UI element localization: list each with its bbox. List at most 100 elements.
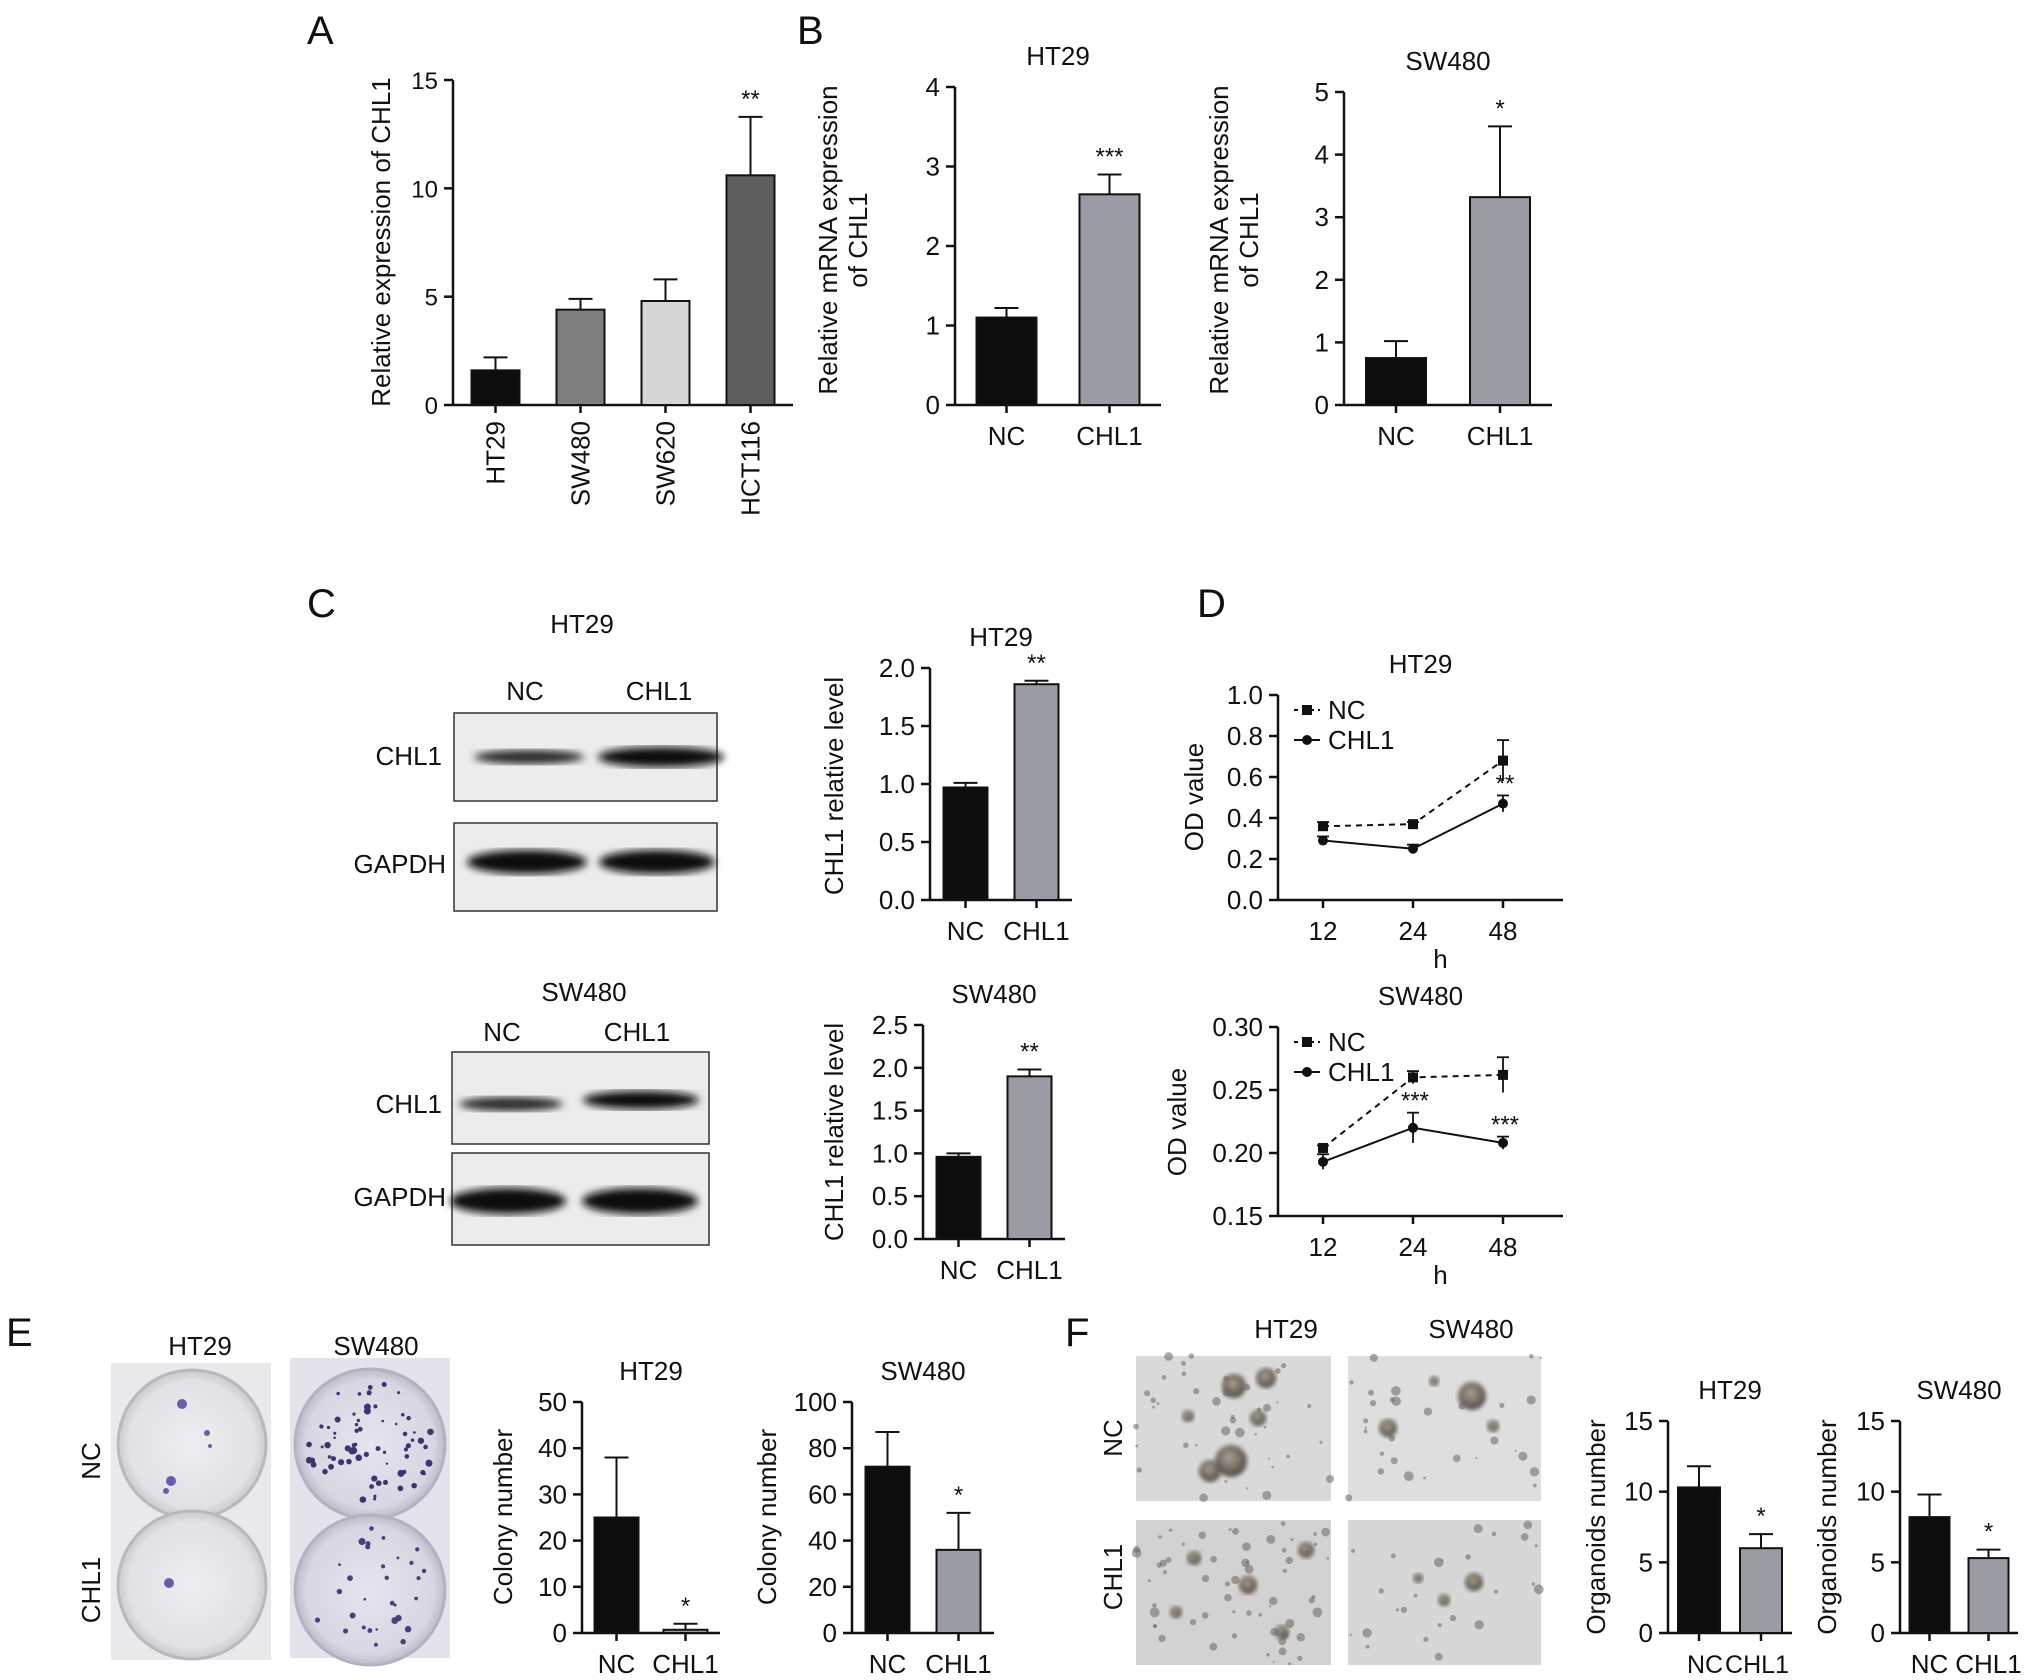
org-ht29-chl1-particle-8 [1181,1542,1185,1546]
org-ht29-chl1-particle-32 [1158,1634,1166,1643]
chart-e1-ytick-label-4: 40 [538,1433,567,1463]
colony-sw480-nc-dot-17 [354,1422,359,1427]
chart-a-xtick-label-0: HT29 [481,421,511,485]
colony-sw480-nc-dot-51 [363,1451,369,1458]
colony-sw480-nc-dot-56 [305,1456,313,1464]
chart-d1-ylabel-0: OD value [1179,743,1209,851]
colony-sw480-chl1-dot-12 [349,1612,356,1619]
chart-a-bar-3 [725,174,776,406]
chart-e1-ytick-label-3: 30 [538,1479,567,1509]
org-ht29-nc-particle-7 [1263,1425,1267,1429]
colony-sw480-chl1-dot-5 [367,1628,373,1634]
org-ht29-nc-particle-10 [1150,1397,1156,1403]
colony-sw480-nc-dot-46 [423,1444,428,1450]
org-sw480-nc-particle-26 [1499,1402,1505,1409]
chart-f2-title: SW480 [1916,1375,2001,1405]
colony-sw480-chl1-dot-16 [393,1603,397,1607]
org-ht29-nc-particle-5 [1193,1388,1200,1395]
chart-e2-annotation-1: * [954,1482,963,1509]
chart-f1-ytick-label-3: 15 [1624,1406,1653,1436]
blot-sw480-chl1-band-nc [459,1097,563,1111]
colony-dots-sw480-chl1 [314,1526,427,1647]
colony-sw480-nc-dot-52 [330,1456,336,1462]
colony-sw480-chl1-dot-9 [375,1628,378,1631]
chart-b2-ytick-label-2: 2 [1315,265,1329,295]
colony-sw480-chl1-dot-20 [381,1536,386,1540]
org-ht29-chl1-particle-23 [1272,1660,1275,1663]
chart-e2-xtick-label-1: CHL1 [925,1649,991,1679]
org-ht29-nc-particle-0 [1307,1403,1312,1408]
chart-f1-ytick-label-0: 0 [1639,1618,1653,1648]
chart-c2-xtick-label-0: NC [940,1255,978,1285]
chart-d2-series-1-annotation-1: *** [1401,1088,1429,1115]
org-ht29-nc-particle-27 [1263,1403,1271,1412]
chart-b1-title: HT29 [1026,41,1090,71]
org-ht29-nc-organoid-4 [1250,1410,1266,1426]
chart-a-ytick-label-1: 5 [425,285,438,312]
org-sw480-nc-particle-25 [1379,1451,1385,1456]
colony-sw480-nc-dot-25 [427,1428,434,1436]
chart-d2-series-0-point-1 [1408,1072,1418,1083]
org-sw480-nc-particle-10 [1390,1457,1398,1465]
chart-b1-ytick-label-0: 0 [926,390,940,420]
org-sw480-chl1-particle-24 [1365,1644,1370,1649]
colony-sw480-chl1-dot-26 [338,1563,341,1567]
org-ht29-chl1-particle-15 [1232,1610,1236,1614]
colony-sw480-nc-dot-57 [328,1463,334,1470]
chart-a-bar-2 [640,300,691,406]
org-sw480-nc-particle-8 [1345,1494,1353,1502]
chart-d1-legend-1-label: CHL1 [1328,725,1394,755]
colony-sw480-nc-dot-30 [405,1443,411,1449]
colony-sw480-nc-dot-9 [382,1479,388,1485]
blot-ht29-row-gapdh: GAPDH [354,849,446,879]
org-ht29-nc-particle-11 [1262,1490,1272,1500]
org-ht29-chl1-particle-39 [1131,1548,1142,1558]
chart-f2-ytick-label-3: 15 [1856,1406,1885,1436]
colony-sw480-nc-dot-13 [373,1404,378,1409]
chart-d1-series-0-point-1 [1408,819,1418,830]
chart-b2-ylabel-1: of CHL1 [1234,192,1264,287]
chart-c1-title: HT29 [969,622,1033,652]
chart-e1-ylabel-0: Colony number [488,1429,518,1606]
colony-sw480-chl1-dot-1 [409,1560,414,1565]
org-ht29-nc-organoid-3 [1199,1460,1221,1482]
chart-b1-xtick-label-0: NC [988,421,1026,451]
colony-sw480-chl1-dot-6 [363,1597,367,1601]
org-ht29-chl1-particle-9 [1165,1557,1172,1563]
org-ht29-chl1-particle-46 [1231,1575,1240,1585]
colony-sw480-nc-dot-35 [397,1485,404,1492]
org-ht29-chl1-particle-12 [1152,1603,1157,1608]
chart-d1-xlabel: h [1433,944,1447,974]
org-sw480-chl1-particle-0 [1362,1628,1372,1638]
org-ht29-nc-particle-3 [1254,1433,1257,1436]
org-ht29-nc-particle-30 [1224,1480,1228,1483]
chart-f1-xtick-label-1: CHL1 [1725,1651,1789,1679]
chart-b2-bar-0 [1365,357,1427,406]
chart-a-ytick-label-2: 10 [411,176,438,203]
colony-sw480-chl1-dot-23 [342,1628,349,1634]
colony-sw480-nc-dot-1 [369,1484,375,1489]
org-sw480-nc-particle-15 [1539,1356,1542,1360]
chart-e2-ytick-label-4: 80 [808,1433,837,1463]
chart-b2-ytick-label-0: 0 [1315,390,1329,420]
colony-sw480-chl1-dot-21 [347,1575,353,1582]
chart-d1-series-0-point-2 [1498,755,1508,766]
blot-ht29: HT29 NC CHL1 CHL1 GAPDH [354,609,724,912]
organoids-ht29-nc [1133,1352,1334,1502]
chart-e1-ytick-label-1: 10 [538,1572,567,1602]
colony-sw480-nc-dot-22 [327,1455,332,1459]
chart-d1-legend-0-label: NC [1328,695,1366,725]
blot-ht29-chl1-band-nc [474,750,584,764]
chart-d2-ytick-label-0: 0.15 [1212,1201,1263,1231]
chart-d1-legend-0-marker [1302,705,1312,715]
org-ht29-chl1-particle-0 [1281,1547,1287,1553]
chart-d2-series-1-point-1 [1408,1122,1418,1133]
org-ht29-chl1-particle-40 [1201,1574,1210,1583]
chart-b-sw480-mrna: 0 1 2 3 4 5 SW480 Relative mRNA expression of CH… [1204,46,1552,451]
org-ht29-nc-particle-32 [1286,1454,1290,1459]
org-sw480-nc-particle-13 [1514,1449,1517,1452]
chart-c1-ytick-label-3: 1.5 [879,711,915,741]
org-ht29-chl1-particle-11 [1168,1528,1173,1532]
chart-d2-series-0-point-2 [1498,1069,1508,1080]
